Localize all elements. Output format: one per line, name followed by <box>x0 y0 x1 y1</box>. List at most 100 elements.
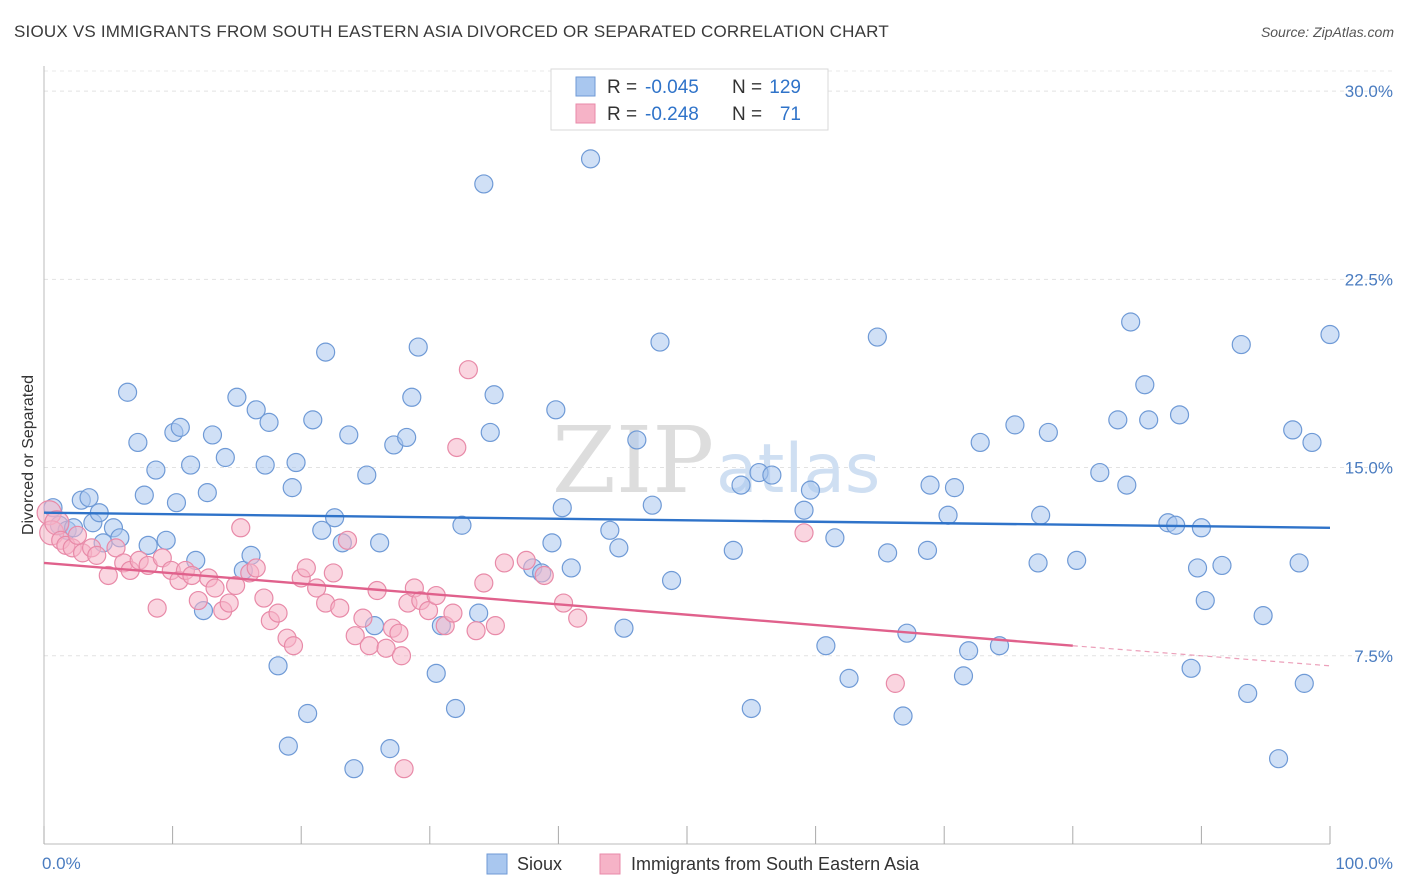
sioux-point-84 <box>867 327 887 347</box>
sioux-point-113 <box>1195 590 1215 611</box>
sioux-point-72 <box>650 332 670 352</box>
immigrants-point-70 <box>885 673 905 693</box>
sioux-point-30 <box>255 455 275 475</box>
sioux-point-25 <box>215 447 235 468</box>
sioux-point-17 <box>166 493 187 513</box>
sioux-trend-line <box>43 511 1331 529</box>
immigrants-point-56 <box>443 603 463 623</box>
sioux-point-37 <box>303 410 323 430</box>
immigrants-point-24 <box>205 578 225 598</box>
immigrants-point-58 <box>458 360 478 380</box>
watermark: ZIP atlas <box>552 407 880 514</box>
sioux-point-92 <box>953 666 974 686</box>
sioux-point-36 <box>298 703 318 724</box>
immigrants-trend-line <box>43 561 1073 647</box>
sioux-point-42 <box>339 425 359 445</box>
legend-r-value-1: -0.248 <box>645 104 699 125</box>
sioux-point-93 <box>959 641 979 661</box>
immigrants-point-33 <box>268 603 288 623</box>
sioux-point-26 <box>227 387 247 407</box>
sioux-point-96 <box>1005 415 1025 435</box>
y-tick-label-2: 22.5% <box>1345 270 1393 289</box>
immigrants-point-66 <box>534 565 554 586</box>
sioux-point-88 <box>917 540 938 560</box>
immigrants-point-45 <box>359 636 379 656</box>
sioux-point-111 <box>1187 558 1208 578</box>
sioux-point-24 <box>202 425 223 445</box>
sioux-point-80 <box>800 480 821 500</box>
legend-swatch-immigrants <box>575 103 596 124</box>
bottom-legend-swatch-immigrants <box>599 853 621 875</box>
trend-lines <box>43 511 1331 667</box>
sioux-point-16 <box>156 530 176 550</box>
sioux-point-13 <box>134 485 154 505</box>
sioux-point-81 <box>816 636 836 656</box>
sioux-point-73 <box>661 570 682 591</box>
sioux-point-122 <box>1302 432 1322 453</box>
sioux-point-52 <box>426 663 446 683</box>
immigrants-point-49 <box>389 623 409 643</box>
sioux-point-100 <box>1067 550 1087 571</box>
immigrants-point-37 <box>296 558 316 578</box>
watermark-atlas: atlas <box>716 430 880 509</box>
sioux-point-85 <box>878 543 898 563</box>
immigrants-points <box>36 360 905 779</box>
y-tick-label-3: 30.0% <box>1345 82 1393 101</box>
immigrants-point-65 <box>516 550 536 571</box>
correlation-legend: R = -0.045 N = 129 R = -0.248 N = 71 <box>550 68 829 131</box>
sioux-point-23 <box>197 483 217 503</box>
legend-swatch-sioux <box>575 76 596 97</box>
legend-r-value-0: -0.045 <box>645 77 699 98</box>
sioux-point-121 <box>1294 673 1314 693</box>
sioux-point-49 <box>397 427 417 448</box>
immigrants-point-57 <box>447 437 467 458</box>
immigrants-point-9 <box>87 545 107 565</box>
legend-n-label-1: N = <box>732 104 762 125</box>
sioux-point-112 <box>1191 518 1212 538</box>
sioux-point-110 <box>1181 658 1201 678</box>
sioux-point-99 <box>1038 422 1058 443</box>
sioux-point-29 <box>246 400 266 420</box>
sioux-point-106 <box>1139 410 1159 430</box>
sioux-point-54 <box>445 698 466 719</box>
sioux-point-98 <box>1031 505 1051 525</box>
sioux-point-67 <box>600 520 620 540</box>
y-tick-label-0: 7.5% <box>1354 647 1393 666</box>
x-tick-label-0: 0.0% <box>42 854 81 873</box>
sioux-point-19 <box>170 417 190 437</box>
immigrants-point-69 <box>794 523 814 543</box>
sioux-point-15 <box>146 460 166 480</box>
sioux-point-118 <box>1268 749 1289 769</box>
immigrants-point-43 <box>345 626 365 646</box>
sioux-point-46 <box>370 533 390 553</box>
legend-r-label-1: R = <box>607 104 637 125</box>
immigrants-point-63 <box>391 646 412 666</box>
sioux-points <box>43 149 1340 779</box>
legend-r-label-0: R = <box>607 77 637 98</box>
sioux-point-101 <box>1090 462 1110 483</box>
bottom-legend-swatch-sioux <box>486 853 508 875</box>
sioux-point-103 <box>1117 475 1137 495</box>
immigrants-point-11 <box>106 538 126 558</box>
immigrants-point-35 <box>283 636 304 656</box>
immigrants-point-53 <box>418 600 439 621</box>
immigrants-point-40 <box>323 563 343 583</box>
sioux-point-58 <box>480 422 500 443</box>
axes <box>43 66 1331 845</box>
sioux-point-74 <box>723 540 743 560</box>
sioux-point-35 <box>286 452 306 473</box>
sioux-point-109 <box>1169 405 1190 425</box>
sioux-point-76 <box>741 698 761 719</box>
sioux-point-50 <box>402 387 422 407</box>
watermark-zip: ZIP <box>552 407 714 514</box>
immigrants-point-59 <box>466 621 486 641</box>
sioux-point-39 <box>316 342 336 362</box>
y-axis-label: Divorced or Separated <box>20 375 37 535</box>
sioux-point-34 <box>282 478 302 498</box>
legend-n-label-0: N = <box>732 77 762 98</box>
sioux-point-65 <box>561 558 581 578</box>
sioux-point-31 <box>259 412 279 432</box>
series-legend: Sioux Immigrants from South Eastern Asia <box>486 853 920 875</box>
immigrants-point-62 <box>494 553 514 573</box>
